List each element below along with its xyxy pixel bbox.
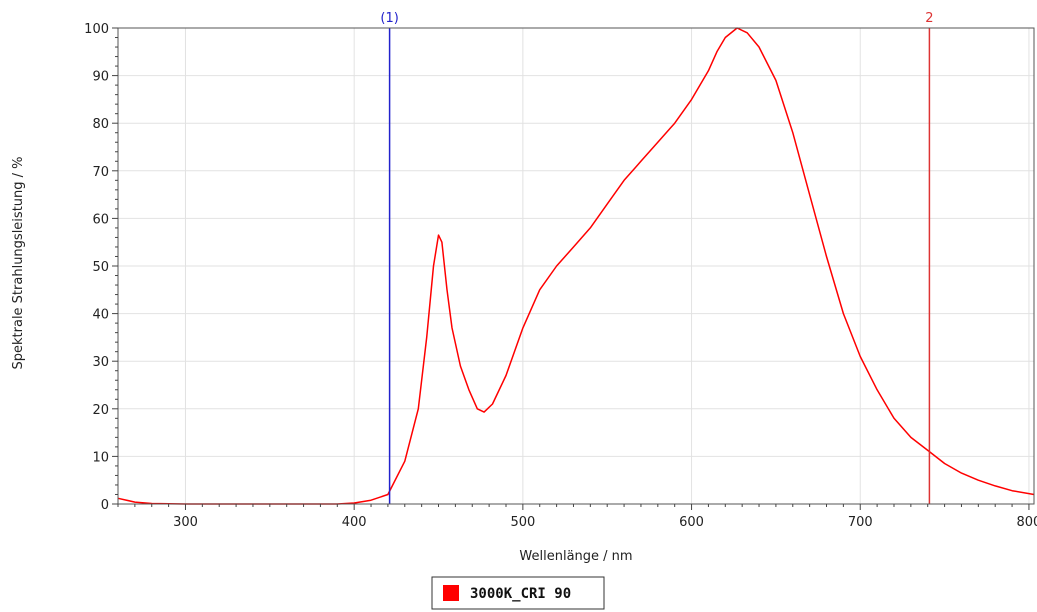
legend-label: 3000K_CRI 90 — [470, 586, 571, 602]
y-tick-label: 90 — [92, 70, 109, 85]
legend-swatch — [443, 585, 459, 601]
y-tick-label: 50 — [92, 260, 109, 275]
marker-label: (1) — [380, 11, 398, 26]
axis-ticks — [112, 27, 1030, 510]
x-axis-title: Wellenlänge / nm — [519, 549, 632, 564]
curve-layer — [117, 27, 1035, 505]
legend: 3000K_CRI 90 — [431, 576, 605, 610]
tick-labels: 300 400 500 600 700 800 0 10 20 30 40 50 60 70 80 90 100 — [84, 22, 1037, 530]
y-tick-label: 30 — [92, 355, 109, 370]
x-tick-label: 500 — [510, 515, 535, 530]
marker-layer: (1) 2 — [380, 11, 934, 504]
y-tick-label: 70 — [92, 165, 109, 180]
legend-box — [431, 576, 605, 610]
series-line — [117, 27, 1035, 505]
grid — [118, 27, 1034, 505]
x-tick-label: 800 — [1017, 515, 1037, 530]
y-tick-label: 60 — [92, 212, 109, 227]
y-tick-label: 40 — [92, 308, 109, 323]
y-tick-label: 10 — [92, 450, 109, 465]
x-tick-label: 300 — [173, 515, 198, 530]
y-tick-label: 80 — [92, 117, 109, 132]
x-tick-label: 600 — [679, 515, 704, 530]
y-axis-title: Spektrale Strahlungsleistung / % — [11, 156, 26, 369]
x-tick-label: 700 — [848, 515, 873, 530]
x-tick-label: 400 — [342, 515, 367, 530]
marker-label: 2 — [925, 11, 933, 26]
y-tick-label: 20 — [92, 403, 109, 418]
y-tick-label: 100 — [84, 22, 109, 37]
y-tick-label: 0 — [101, 498, 109, 513]
